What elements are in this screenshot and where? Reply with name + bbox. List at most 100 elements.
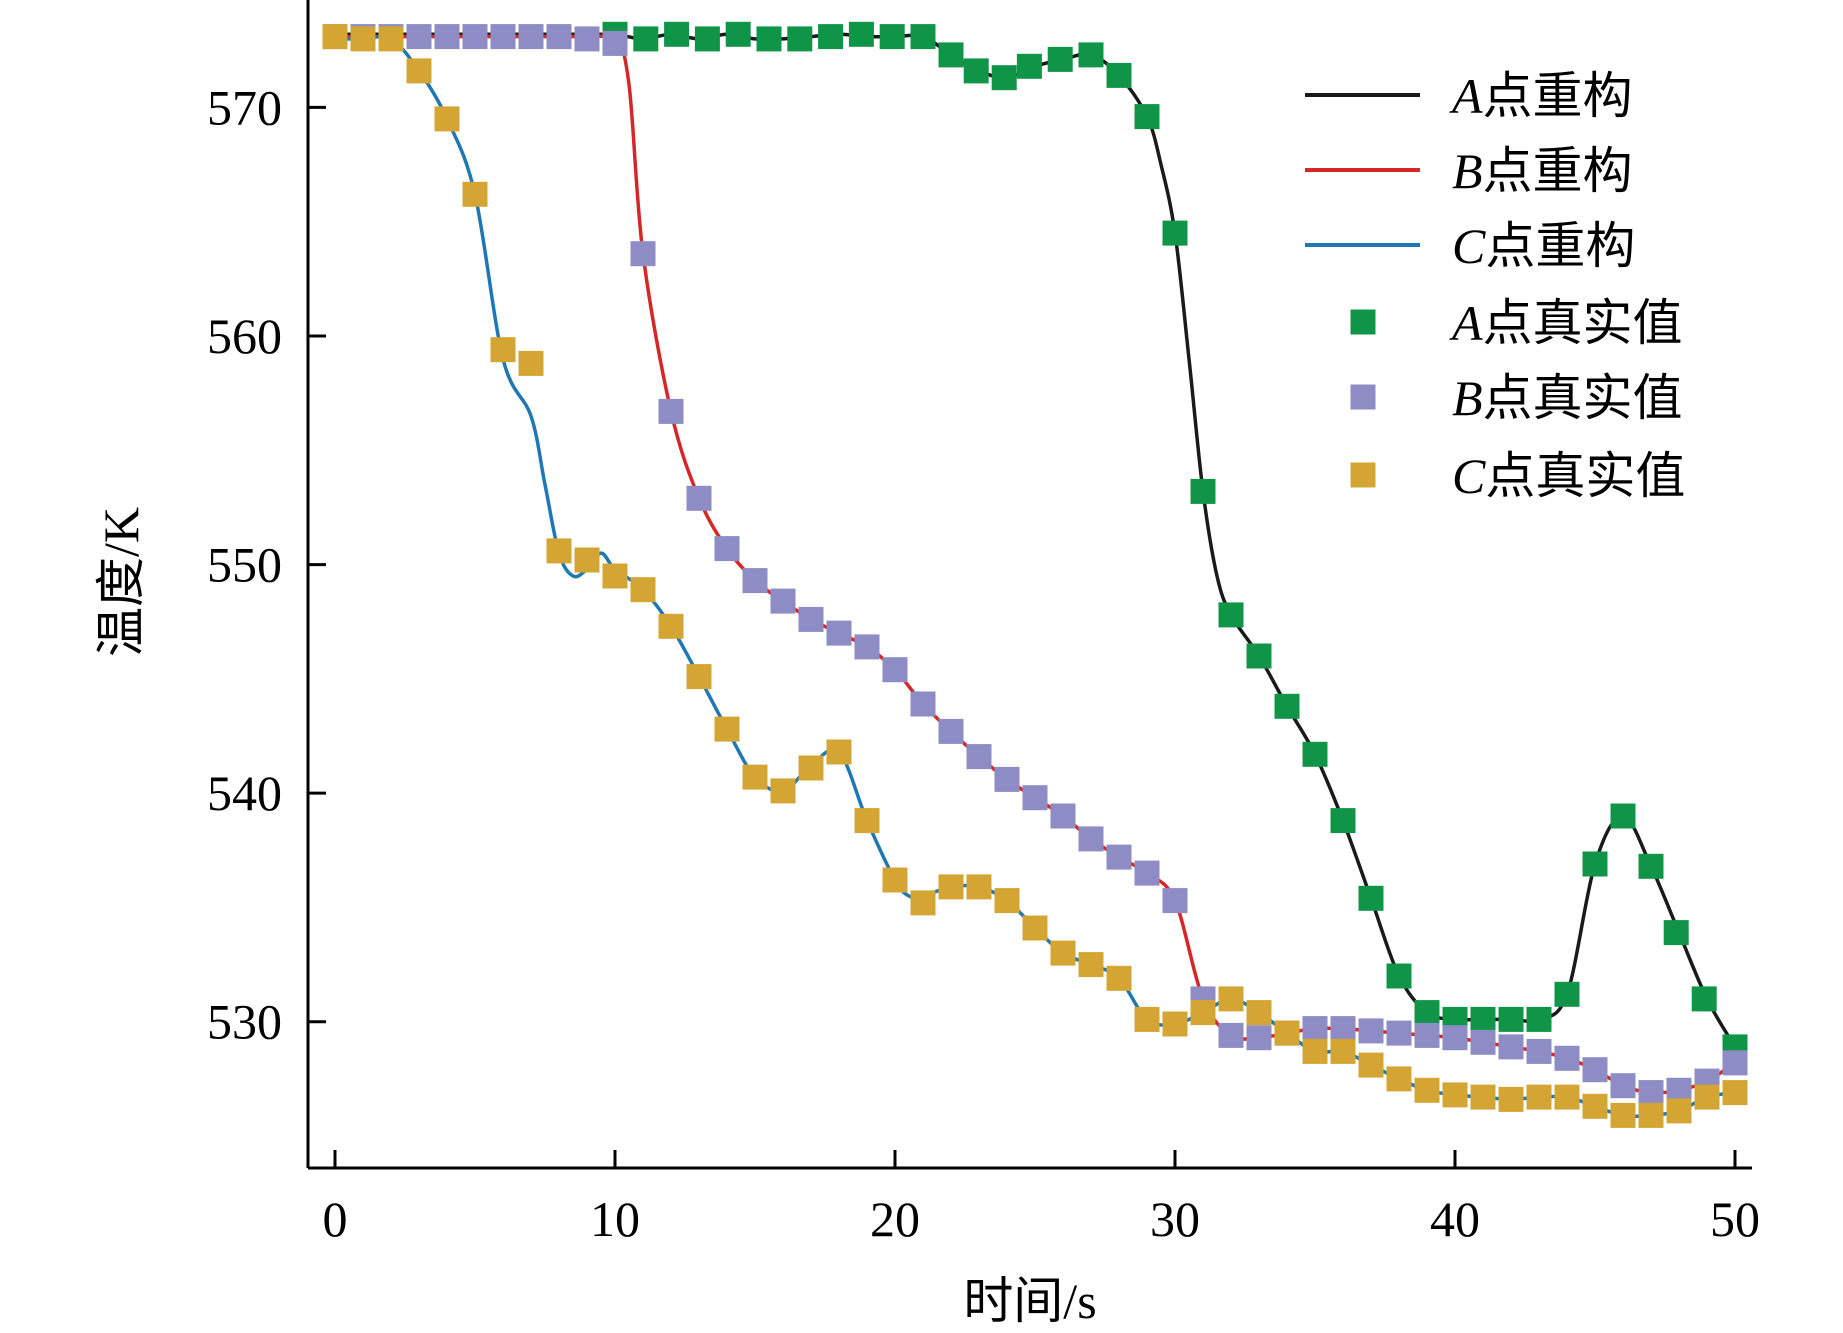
data-point-a <box>633 26 659 52</box>
data-point-b <box>1498 1034 1524 1060</box>
data-point-b <box>1610 1073 1636 1099</box>
data-point-b <box>1162 888 1188 914</box>
data-point-b <box>854 634 880 660</box>
data-point-a <box>1498 1006 1524 1032</box>
x-tick-label: 20 <box>870 1191 920 1247</box>
data-point-b <box>994 766 1020 792</box>
data-point-a <box>1663 920 1689 946</box>
data-point-b <box>1582 1057 1608 1083</box>
data-point-b <box>882 657 908 683</box>
data-point-b <box>1050 803 1076 829</box>
data-point-b <box>1526 1038 1552 1064</box>
data-point-a <box>1016 53 1042 79</box>
x-tick-label: 50 <box>1710 1191 1760 1247</box>
data-point-c <box>910 890 936 916</box>
axes: 0 10 20 30 40 50 530 540 550 560 570 时间/s 温度/K <box>93 0 1760 1329</box>
data-point-a <box>725 21 751 47</box>
data-point-c <box>1050 940 1076 966</box>
data-point-c <box>1162 1011 1188 1037</box>
data-point-b <box>574 26 600 52</box>
data-point-a <box>1691 986 1717 1012</box>
data-point-a <box>756 26 782 52</box>
data-point-a <box>1134 104 1160 130</box>
data-point-c <box>546 538 572 564</box>
data-point-c <box>1106 965 1132 991</box>
x-axis-title: 时间/s <box>963 1273 1096 1329</box>
data-point-c <box>1442 1082 1468 1108</box>
data-point-b <box>406 24 432 50</box>
legend-label-letter: B <box>1452 143 1483 199</box>
data-point-a <box>818 24 844 50</box>
data-point-c <box>882 867 908 893</box>
data-point-c <box>770 778 796 804</box>
data-point-c <box>630 577 656 603</box>
data-point-a <box>1078 42 1104 68</box>
data-point-c <box>1666 1098 1692 1124</box>
data-point-c <box>994 888 1020 914</box>
data-point-b <box>546 24 572 50</box>
data-point-c <box>434 106 460 132</box>
data-point-c <box>462 181 488 207</box>
data-point-c <box>490 337 516 363</box>
data-point-b <box>490 24 516 50</box>
legend-label-text: 点重构 <box>1483 68 1633 124</box>
legend-item-c-marker: C点真实值 <box>1350 448 1685 504</box>
data-point-a <box>1190 478 1216 504</box>
y-tick-label: 550 <box>207 537 282 593</box>
data-point-c <box>1638 1102 1664 1128</box>
data-point-a <box>1047 46 1073 72</box>
data-point-c <box>1554 1084 1580 1110</box>
data-point-b <box>1358 1018 1384 1044</box>
data-point-c <box>1078 952 1104 978</box>
data-point-a <box>848 21 874 47</box>
y-tick-label: 560 <box>207 308 282 364</box>
data-point-a <box>1414 1000 1440 1026</box>
data-point-c <box>1414 1077 1440 1103</box>
data-point-c <box>406 58 432 84</box>
data-point-c <box>1470 1084 1496 1110</box>
legend-label-text: 点重构 <box>1485 218 1635 274</box>
data-point-b <box>826 620 852 646</box>
legend-label: B点真实值 <box>1452 370 1683 426</box>
data-point-b <box>1554 1045 1580 1071</box>
data-point-b <box>742 568 768 594</box>
data-point-c <box>742 764 768 790</box>
legend-label-letter: A <box>1449 295 1483 351</box>
legend-item-b-marker: B点真实值 <box>1350 370 1683 426</box>
plot-area <box>322 21 1748 1128</box>
data-point-b <box>462 24 488 50</box>
data-point-b <box>1078 826 1104 852</box>
data-point-c <box>1134 1006 1160 1032</box>
data-point-a <box>1330 808 1356 834</box>
data-point-c <box>1358 1052 1384 1078</box>
data-point-a <box>787 26 813 52</box>
legend-item-c-line: C点重构 <box>1305 218 1635 274</box>
legend-item-a-line: A点重构 <box>1305 68 1633 124</box>
data-point-b <box>1330 1016 1356 1042</box>
data-point-a <box>1638 853 1664 879</box>
data-point-c <box>1694 1084 1720 1110</box>
data-point-c <box>1582 1093 1608 1119</box>
y-axis-title: 温度/K <box>93 507 149 657</box>
legend-label-text: 点真实值 <box>1483 295 1683 351</box>
data-point-b <box>1442 1025 1468 1051</box>
data-point-b <box>714 536 740 562</box>
data-point-c <box>1386 1066 1412 1092</box>
data-point-b <box>770 588 796 614</box>
data-point-b <box>798 606 824 632</box>
data-point-b <box>434 24 460 50</box>
data-point-a <box>1162 220 1188 246</box>
data-point-b <box>938 718 964 744</box>
data-point-c <box>1330 1038 1356 1064</box>
legend-label-text: 点重构 <box>1483 143 1633 199</box>
x-tick-label: 10 <box>590 1191 640 1247</box>
data-point-c <box>1610 1102 1636 1128</box>
data-point-a <box>664 21 690 47</box>
series-markers-a <box>602 21 1748 1060</box>
data-point-c <box>574 547 600 573</box>
data-point-c <box>1722 1080 1748 1106</box>
data-point-a <box>991 65 1017 91</box>
data-point-a <box>1302 741 1328 767</box>
